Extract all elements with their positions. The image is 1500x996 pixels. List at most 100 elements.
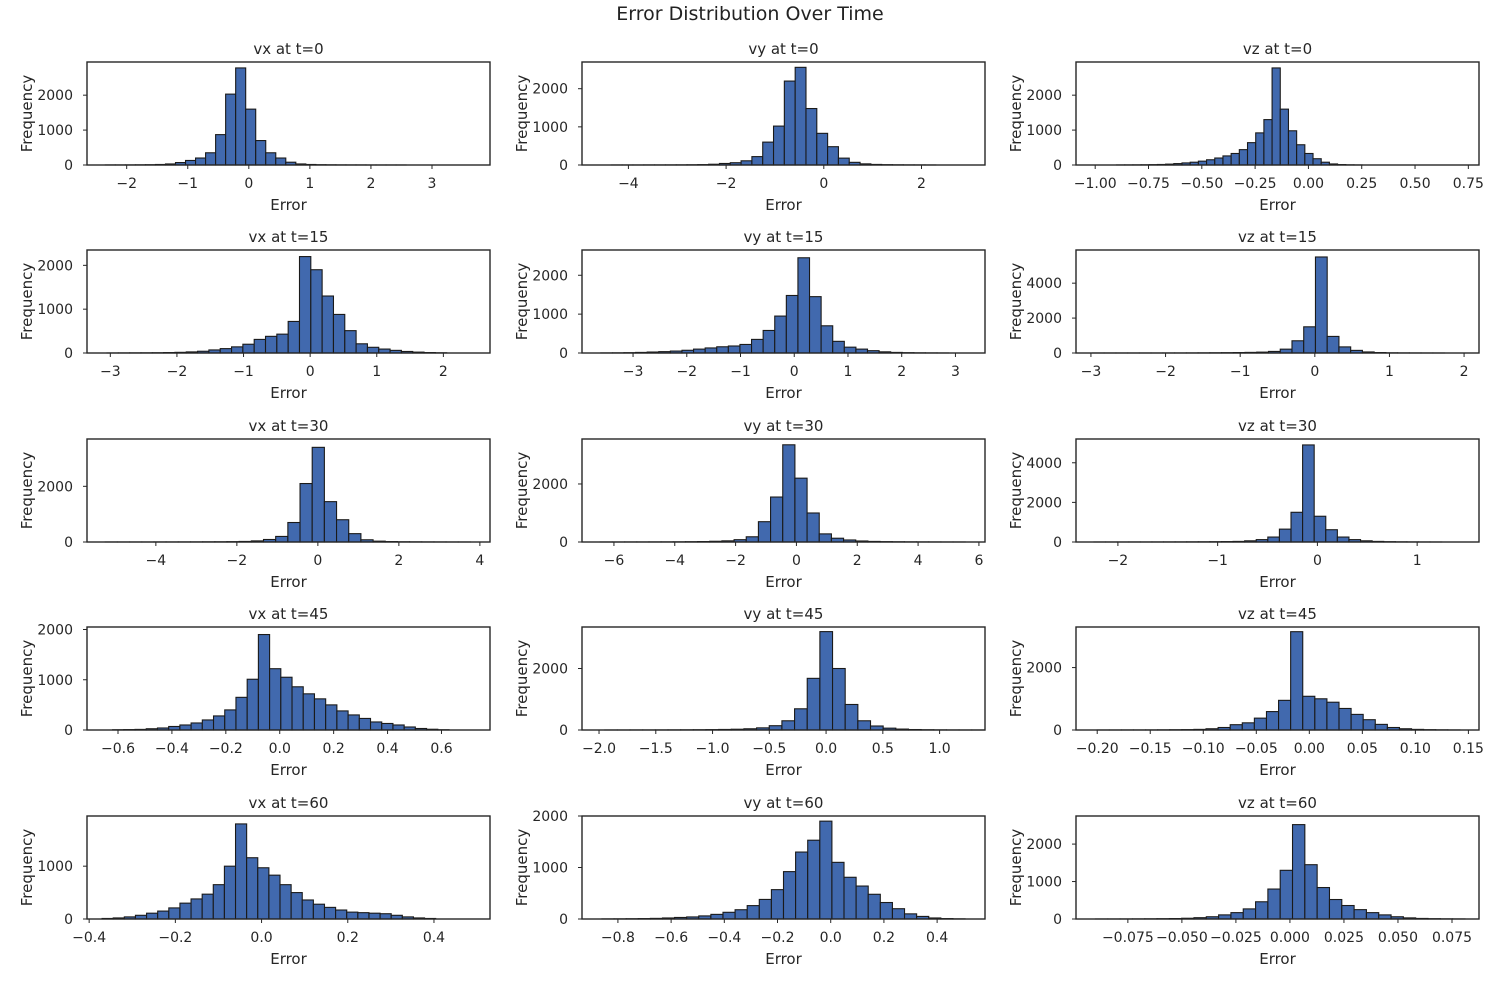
histogram-bar — [820, 325, 834, 354]
histogram-bar — [1326, 701, 1340, 731]
x-tick-label: 4 — [475, 553, 484, 569]
histogram-bar — [287, 521, 301, 543]
x-tick-label: −1 — [1230, 364, 1251, 380]
x-tick-label: 2 — [1460, 364, 1469, 380]
x-tick-label: −2 — [167, 364, 188, 380]
x-tick-label: 0.25 — [1346, 176, 1377, 192]
axes-frame — [581, 438, 986, 543]
y-axis-label: Frequency — [1007, 829, 1025, 907]
histogram-bar — [201, 893, 214, 920]
x-tick-label: −2 — [725, 553, 746, 569]
histogram-bar — [190, 898, 203, 920]
histogram-bar — [336, 710, 349, 731]
subplot: −3 −2 −1 0 1 2 3 0 1000 2000 vy at t=15 Error Freque… — [513, 228, 986, 402]
x-tick-label: −2 — [676, 364, 697, 380]
histogram-bar — [1278, 699, 1292, 731]
histogram-bar — [1267, 536, 1280, 543]
histogram-bar — [772, 125, 785, 166]
y-tick-label: 1000 — [1026, 875, 1062, 891]
histogram-bar — [369, 721, 383, 731]
histogram-bar — [313, 698, 327, 731]
histogram-bar — [1253, 717, 1268, 731]
y-tick-label: 0 — [1053, 723, 1062, 739]
histogram-bar — [794, 708, 808, 731]
x-axis-label: Error — [1259, 573, 1296, 591]
histogram-bar — [366, 346, 380, 354]
subplot-title: vy at t=15 — [744, 228, 824, 246]
subplot-title: vz at t=15 — [1238, 228, 1317, 246]
subplot-title: vx at t=15 — [249, 228, 329, 246]
subplot-title: vy at t=30 — [744, 417, 824, 435]
x-tick-label: −0.15 — [1129, 741, 1172, 757]
histogram-bar — [758, 898, 772, 920]
histogram-bar — [212, 884, 225, 920]
y-tick-label: 1000 — [37, 302, 73, 318]
histogram-bar — [891, 908, 906, 920]
histogram-bar — [1271, 67, 1281, 166]
histogram-bar — [1338, 707, 1352, 731]
x-tick-label: −0.50 — [1180, 176, 1223, 192]
x-tick-label: −0.6 — [101, 741, 135, 757]
histogram-bar — [321, 295, 335, 354]
x-tick-label: −6 — [604, 553, 625, 569]
histogram-bar — [1313, 515, 1327, 543]
histogram-bar — [1291, 824, 1306, 920]
x-axis-label: Error — [765, 761, 802, 779]
histogram-bar — [1279, 108, 1290, 166]
y-axis-label: Frequency — [18, 829, 36, 907]
x-tick-label: −0.25 — [1234, 176, 1277, 192]
histogram-bar — [223, 865, 237, 920]
histogram-bar — [1304, 152, 1314, 166]
x-tick-label: 0.000 — [1270, 930, 1310, 946]
y-tick-label: 0 — [64, 723, 73, 739]
histogram-bar — [745, 536, 759, 543]
histogram-bar — [212, 715, 226, 731]
x-tick-label: −0.20 — [1076, 741, 1119, 757]
x-tick-label: 0.0 — [815, 741, 837, 757]
axes-frame — [581, 626, 986, 731]
x-tick-label: −3 — [1081, 364, 1102, 380]
x-tick-label: −4 — [618, 176, 639, 192]
x-tick-label: −0.4 — [707, 930, 741, 946]
histogram-bar — [844, 703, 859, 731]
subplot: −6 −4 −2 0 2 4 6 0 2000 vy at t=30 Error Frequency — [513, 417, 986, 591]
histogram-bar — [783, 80, 796, 166]
y-axis-label: Frequency — [513, 829, 531, 907]
subplot: −0.4 −0.2 0.0 0.2 0.4 0 1000 vx at t=60 Error Fre… — [18, 794, 491, 968]
histogram-bar — [1302, 695, 1316, 731]
histogram-bar — [234, 823, 248, 920]
subplot-title: vz at t=30 — [1238, 417, 1317, 435]
histogram-bar — [1296, 144, 1306, 166]
histogram-bar — [1241, 722, 1255, 731]
histogram-bar — [1312, 158, 1322, 166]
histogram-bar — [734, 909, 748, 920]
histogram-bar — [231, 346, 244, 354]
x-tick-label: −1 — [730, 364, 751, 380]
histogram-bar — [797, 257, 811, 354]
histogram-bar — [1265, 711, 1280, 731]
y-axis-label: Frequency — [1007, 640, 1025, 718]
histogram-bar — [1314, 698, 1328, 731]
x-tick-label: 2 — [897, 364, 906, 380]
histogram-bar — [716, 346, 729, 354]
histogram-bar — [1362, 719, 1376, 731]
x-tick-label: −0.8 — [601, 930, 635, 946]
histogram-bar — [770, 496, 784, 543]
x-axis-label: Error — [270, 573, 307, 591]
x-tick-label: −2 — [1155, 364, 1176, 380]
histogram-bar — [346, 911, 359, 920]
histogram-bar — [843, 876, 857, 920]
y-tick-label: 0 — [559, 535, 568, 551]
y-tick-label: 1000 — [532, 120, 568, 136]
histogram-bar — [1278, 528, 1292, 543]
histogram-bar — [335, 909, 348, 920]
x-tick-label: 0.10 — [1400, 741, 1431, 757]
axes-frame — [86, 61, 491, 166]
histogram-bar — [201, 719, 215, 731]
x-tick-label: 0 — [313, 553, 322, 569]
y-tick-label: 0 — [64, 912, 73, 928]
x-tick-label: 1 — [372, 364, 381, 380]
histogram-bar — [379, 913, 392, 920]
histogram-bar — [831, 667, 846, 731]
x-tick-label: −0.6 — [654, 930, 688, 946]
